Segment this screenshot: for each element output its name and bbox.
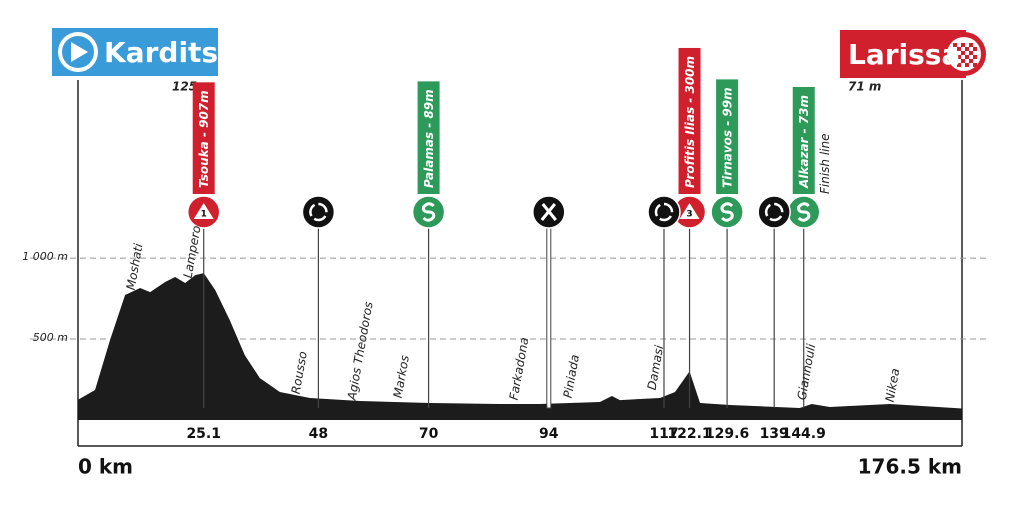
waste-icon: [764, 203, 772, 217]
finish-icon: [965, 63, 969, 67]
flag-box: [716, 79, 739, 194]
finish-icon: [973, 63, 977, 67]
x-end-label: 0 km: [78, 455, 133, 479]
finish-icon: [957, 55, 961, 59]
finish-icon: [953, 59, 957, 63]
place-name: Markos: [391, 354, 412, 399]
place-name: Nikea: [883, 367, 903, 403]
finish-icon: [965, 47, 969, 51]
feed-icon: [541, 203, 557, 221]
x-tick-label: 117: [649, 426, 678, 442]
x-tick-label: 94: [539, 426, 559, 442]
y-tick-label: 500 m: [33, 331, 68, 344]
flag: Palamas - 89m: [417, 81, 440, 194]
finish-icon: [973, 47, 977, 51]
x-tick-label: 25.1: [186, 426, 221, 442]
place-name: Giannouli: [795, 342, 819, 401]
finish-icon: [969, 43, 973, 47]
waste-icon: [654, 203, 661, 217]
y-tick-label: 1 000 m: [22, 250, 68, 263]
finish-icon: [969, 59, 973, 63]
elevation-area: [78, 273, 962, 420]
finish-icon: [953, 43, 977, 67]
climb-icon: [193, 203, 214, 219]
flag: Profitis Ilias - 300m: [678, 47, 701, 194]
flag-box: [417, 81, 440, 194]
sprint-icon: [720, 202, 734, 222]
flag: Alkazar - 73m: [792, 86, 815, 194]
flag: Tirnavos - 99m: [716, 79, 739, 194]
flag-box: [678, 47, 701, 194]
x-tick-label: 122.1: [667, 426, 711, 442]
finish-icon: [957, 63, 961, 67]
place-name: Farkadona: [507, 336, 532, 401]
place-name: Lampero: [181, 224, 204, 279]
feed-line: [546, 227, 552, 409]
waste-icon: [318, 202, 328, 213]
finish-icon: [961, 59, 965, 63]
x-tick-label: 144.9: [782, 426, 826, 442]
finish-icon: [953, 51, 957, 55]
finish-icon: [973, 55, 977, 59]
finish-icon: [969, 51, 973, 55]
finish-elevation: 71 m: [848, 80, 881, 94]
waste-icon: [309, 203, 316, 217]
x-tick-label: 129.6: [705, 426, 749, 442]
start-icon: [71, 42, 88, 62]
climb-category: 1: [201, 210, 207, 220]
waste-icon: [647, 195, 681, 229]
flag-label: Tirnavos - 99m: [721, 87, 735, 188]
x-tick-label: 48: [309, 426, 328, 442]
finish-name: Larissa: [848, 38, 960, 71]
waste-icon: [301, 195, 336, 229]
place-name: Piniada: [561, 354, 582, 400]
x-end-label: 176.5 km: [858, 455, 962, 479]
waste-icon: [313, 215, 327, 222]
flag: Tsouka - 907m: [192, 82, 215, 194]
place-name: Damasi: [645, 344, 667, 392]
x-tick-label: 139: [760, 426, 789, 442]
waste-icon: [774, 202, 784, 213]
climb-icon: [679, 203, 700, 219]
flag-box: [792, 86, 815, 194]
place-name: Agios Theodoros: [344, 300, 375, 402]
place-name: Rousso: [289, 350, 310, 395]
start-name: Karditsa: [104, 36, 237, 69]
waste-icon: [659, 215, 673, 222]
finish-icon: [961, 51, 965, 55]
waste-icon: [769, 215, 783, 222]
flag-label: Profitis Ilias - 300m: [683, 56, 697, 188]
sprint-icon: [421, 202, 436, 222]
flag-label: Tsouka - 907m: [197, 90, 211, 188]
finish-icon: [965, 55, 969, 59]
x-tick-label: 70: [419, 426, 439, 442]
climb-category: 3: [686, 210, 692, 220]
flag-label: Palamas - 89m: [422, 89, 436, 188]
sprint-note: Finish line: [818, 133, 832, 194]
flag-label: Alkazar - 73m: [797, 95, 811, 189]
place-name: Moshati: [124, 242, 146, 291]
sprint-icon: [797, 202, 811, 222]
finish-icon: [957, 47, 961, 51]
finish-icon: [961, 43, 965, 47]
waste-icon: [663, 202, 674, 213]
waste-icon: [757, 195, 791, 229]
finish-icon: [953, 43, 957, 47]
flag-box: [192, 82, 215, 194]
